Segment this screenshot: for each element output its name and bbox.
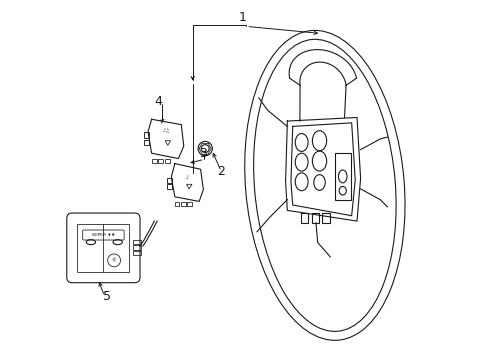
Text: 3: 3	[199, 147, 207, 160]
Text: WIPER ♦♦: WIPER ♦♦	[92, 233, 115, 237]
Text: 1: 1	[238, 11, 246, 24]
Text: 4: 4	[155, 95, 163, 108]
Text: 5: 5	[103, 289, 111, 303]
Text: ♪♫: ♪♫	[162, 129, 169, 134]
Text: 2: 2	[217, 165, 225, 177]
Text: ®: ®	[112, 258, 116, 263]
Text: ♪: ♪	[185, 175, 188, 180]
